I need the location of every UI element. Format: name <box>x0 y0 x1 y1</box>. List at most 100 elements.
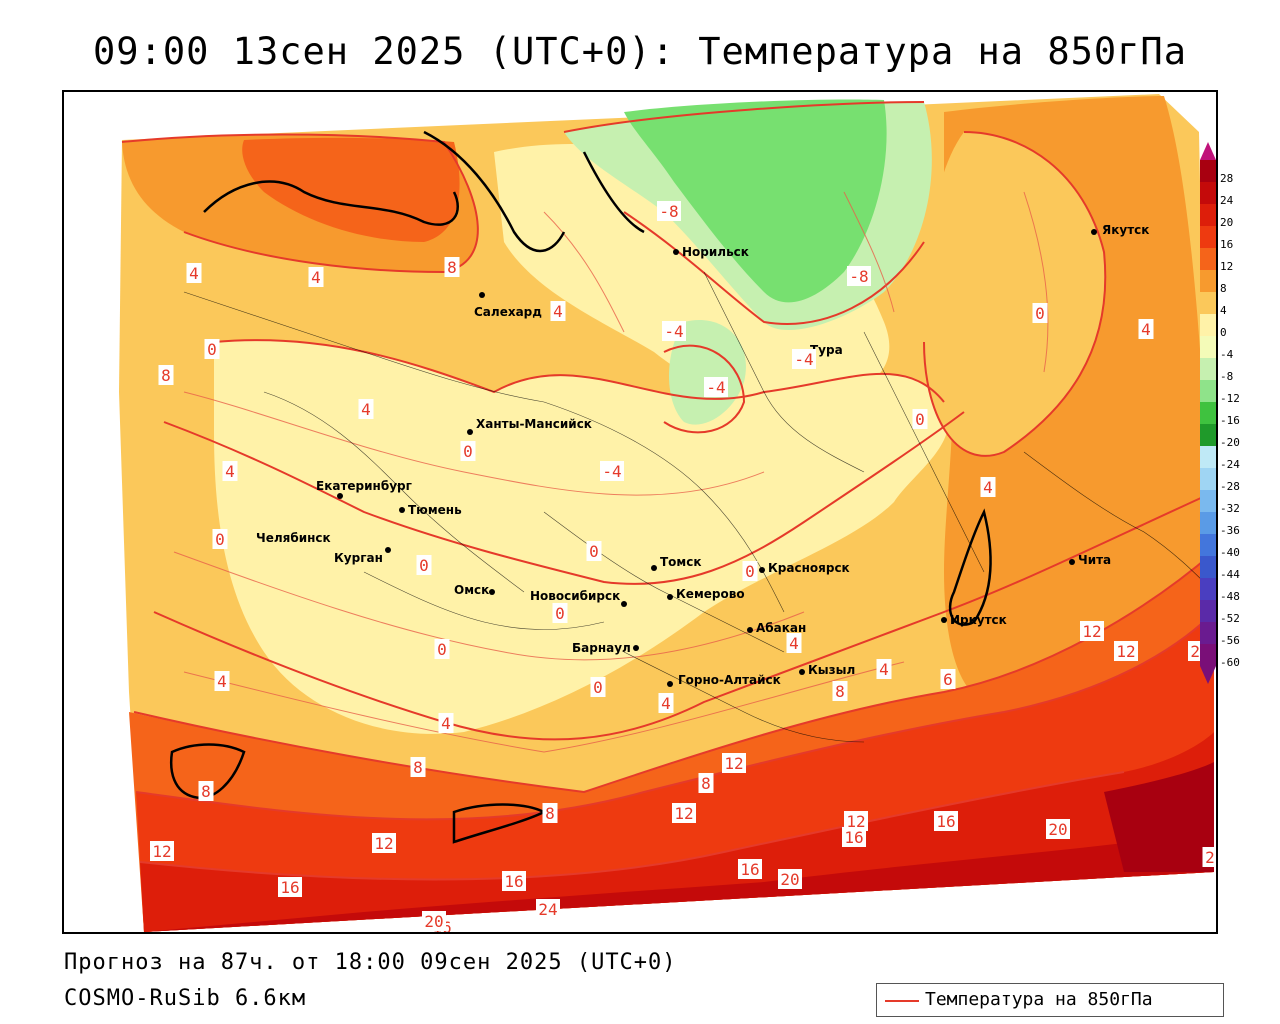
zone-nw-12 <box>242 137 460 242</box>
scale-tick-label: 20 <box>1220 216 1234 229</box>
scale-swatch <box>1200 336 1216 358</box>
city-label: Кемерово <box>676 587 745 601</box>
contour-label-box <box>372 833 396 853</box>
contour-label: 4 <box>983 478 993 497</box>
scale-tick-label: 12 <box>1220 260 1234 273</box>
contour-label: 8 <box>701 774 711 793</box>
scale-tick-label: 28 <box>1220 172 1234 185</box>
contour-label-box <box>698 773 714 793</box>
scale-tick-label: -40 <box>1220 546 1240 559</box>
contour-label-box <box>158 365 174 385</box>
contour-label: 12 <box>152 842 171 861</box>
contour-label: 0 <box>745 562 755 581</box>
contour-label-box <box>212 529 228 549</box>
admin-boundaries <box>183 271 1215 743</box>
contour-label: 4 <box>217 672 227 691</box>
contour-label: -8 <box>849 267 868 286</box>
contour-label-box <box>844 811 868 831</box>
scale-tick-label: -4 <box>1220 348 1234 361</box>
scale-swatch <box>1200 490 1216 512</box>
contour-label-box <box>502 871 526 891</box>
city-label: Курган <box>334 551 383 565</box>
scale-swatch <box>1200 512 1216 534</box>
contour-label-box <box>738 859 762 879</box>
city-label: Красноярск <box>768 561 850 575</box>
contour-label: 4 <box>789 634 799 653</box>
forecast-info: Прогноз на 87ч. от 18:00 09сен 2025 (UTC… <box>64 950 677 975</box>
contour-label-box <box>550 301 566 321</box>
contour-label: 16 <box>844 828 863 847</box>
contour-label-box <box>847 266 871 286</box>
contour-label-box <box>422 911 446 931</box>
contour-label: 0 <box>555 604 565 623</box>
contour-label: 0 <box>419 556 429 575</box>
city-label: Тюмень <box>408 503 462 517</box>
contour-label-box <box>586 541 602 561</box>
contour-label-box <box>662 321 686 341</box>
contour-label: 20 <box>780 870 799 889</box>
scale-swatch <box>1200 292 1216 314</box>
fine-contours <box>173 191 1049 753</box>
scale-swatch <box>1200 182 1216 204</box>
scale-swatch <box>1200 556 1216 578</box>
scale-tick-label: -28 <box>1220 480 1240 493</box>
scale-tick-label: 0 <box>1220 326 1227 339</box>
contour-label-box <box>1202 847 1216 867</box>
scale-swatch <box>1200 248 1216 270</box>
scale-swatch <box>1200 644 1216 666</box>
contour-label: 8 <box>413 758 423 777</box>
contour-label-box <box>704 377 728 397</box>
scale-tick-label: -44 <box>1220 568 1240 581</box>
scale-tick-label: -20 <box>1220 436 1240 449</box>
city-label: Абакан <box>756 621 806 635</box>
city-label: Челябинск <box>256 531 331 545</box>
contour-label: 12 <box>674 804 693 823</box>
contour-label: 16 <box>740 860 759 879</box>
contour-label: 8 <box>447 258 457 277</box>
city-label: Якутск <box>1102 223 1149 237</box>
contour-label-box <box>444 257 460 277</box>
city-label: Екатеринбург <box>316 479 412 493</box>
contour-label: 0 <box>207 340 217 359</box>
contour-label-box <box>980 477 996 497</box>
scale-swatch <box>1200 270 1216 292</box>
city-label: Томск <box>660 555 702 569</box>
contour-label: 24 <box>538 900 557 919</box>
contour-label: 12 <box>1082 622 1101 641</box>
scale-swatch <box>1200 424 1216 446</box>
contour-label-box <box>204 339 220 359</box>
scale-swatch <box>1200 578 1216 600</box>
contour-label-box <box>198 781 214 801</box>
scale-swatch <box>1200 358 1216 380</box>
model-name: COSMO-RuSib 6.6км <box>64 986 307 1011</box>
contour-label: 20 <box>1048 820 1067 839</box>
scale-swatch <box>1200 600 1216 622</box>
contour-label-box <box>438 713 454 733</box>
scale-tick-label: 16 <box>1220 238 1234 251</box>
contour-label-box <box>222 461 238 481</box>
contour-label-box <box>460 441 476 461</box>
scale-arrow-top <box>1200 142 1216 160</box>
contour-label-box <box>278 877 302 897</box>
scale-swatch <box>1200 534 1216 556</box>
scale-arrow-bottom <box>1200 666 1216 684</box>
scale-swatch <box>1200 446 1216 468</box>
contour-label-box <box>1032 303 1048 323</box>
contour-label-box <box>792 349 816 369</box>
contour-label-box <box>416 555 432 575</box>
contour-label-box <box>434 639 450 659</box>
contour-label-box <box>658 693 674 713</box>
contour-label-box <box>876 659 892 679</box>
scale-swatch <box>1200 226 1216 248</box>
contour-label-box <box>542 803 558 823</box>
contour-label-box <box>150 841 174 861</box>
city-label: Барнаул <box>572 641 631 655</box>
scale-tick-label: -12 <box>1220 392 1240 405</box>
contour-label-box <box>1046 819 1070 839</box>
contour-label: 4 <box>361 400 371 419</box>
scale-swatch <box>1200 380 1216 402</box>
scale-swatch <box>1200 314 1216 336</box>
contour-label: 4 <box>441 714 451 733</box>
contour-label: 16 <box>504 872 523 891</box>
contour-label: 4 <box>553 302 563 321</box>
